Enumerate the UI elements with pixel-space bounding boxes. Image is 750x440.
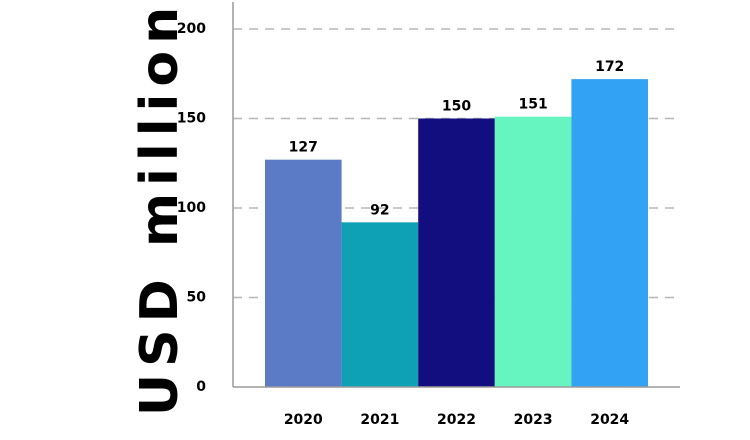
x-tick-label: 2022 [437, 412, 476, 428]
data-label-2022: 150 [442, 99, 471, 115]
y-tick-label: 150 [177, 111, 206, 127]
x-tick-label: 2024 [590, 412, 629, 428]
y-tick-label: 100 [177, 200, 206, 216]
data-label-2021: 92 [370, 202, 389, 218]
y-axis-ticks: 0 50 100 150 200 [177, 21, 206, 395]
y-tick-label: 200 [177, 21, 206, 37]
data-label-2024: 172 [595, 59, 624, 75]
bars [265, 79, 648, 388]
x-tick-label: 2021 [360, 412, 399, 428]
bar-2022 [418, 118, 495, 387]
y-tick-label: 0 [196, 379, 206, 395]
bar-2021 [341, 222, 419, 387]
bar-2020 [265, 159, 342, 387]
data-labels: 127 92 150 151 172 [289, 59, 625, 218]
data-label-2020: 127 [289, 140, 318, 156]
x-axis-ticks: 2020 2021 2022 2023 2024 [284, 412, 630, 428]
data-label-2023: 151 [518, 97, 547, 113]
bar-2024 [571, 79, 648, 388]
bar-2023 [494, 116, 572, 388]
x-tick-label: 2023 [514, 412, 553, 428]
y-tick-label: 50 [187, 290, 207, 306]
y-axis-title: USD million [130, 0, 190, 416]
x-tick-label: 2020 [284, 412, 323, 428]
